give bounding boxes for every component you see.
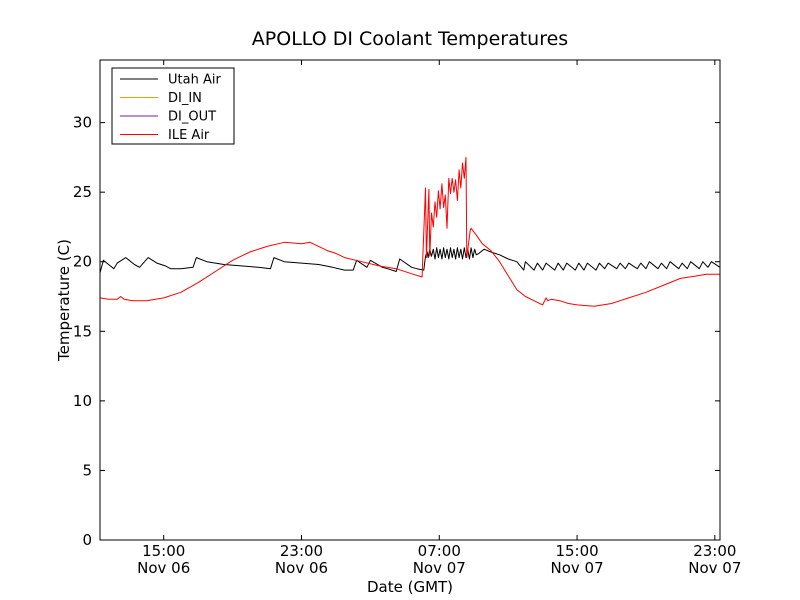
y-tick-label: 10	[73, 392, 92, 410]
y-tick-label: 5	[82, 461, 92, 479]
x-tick-label-date: Nov 07	[550, 559, 603, 577]
x-tick-label-time: 15:00	[142, 542, 185, 560]
legend-label-di-out: DI_OUT	[168, 110, 216, 125]
x-tick-label-date: Nov 07	[688, 559, 741, 577]
series-line-ile-air	[99, 156, 720, 307]
x-tick-label-time: 23:00	[280, 542, 323, 560]
legend-label-di-in: DI_IN	[168, 91, 202, 106]
x-axis-label: Date (GMT)	[367, 578, 453, 596]
legend-label-utah-air: Utah Air	[168, 73, 221, 88]
x-tick-label-time: 15:00	[555, 542, 598, 560]
x-tick-label-date: Nov 06	[137, 559, 190, 577]
y-tick-label: 20	[73, 253, 92, 271]
y-axis-label: Temperature (C)	[55, 239, 73, 362]
plot-frame	[99, 59, 721, 541]
x-tick-label-time: 23:00	[693, 542, 736, 560]
series-line-utah-air	[99, 247, 721, 274]
legend-box	[111, 67, 235, 145]
y-tick-label: 15	[73, 322, 92, 340]
x-tick-label-date: Nov 06	[275, 559, 328, 577]
x-tick-label-date: Nov 07	[413, 559, 466, 577]
legend-label-ile-air: ILE Air	[168, 128, 210, 143]
x-tick-label-time: 07:00	[418, 542, 461, 560]
y-tick-label: 0	[82, 531, 92, 549]
chart-title: APOLLO DI Coolant Temperatures	[252, 28, 568, 50]
legend: Utah Air DI_IN DI_OUT ILE Air	[111, 67, 235, 145]
y-tick-label: 25	[73, 183, 92, 201]
y-tick-label: 30	[73, 114, 92, 132]
